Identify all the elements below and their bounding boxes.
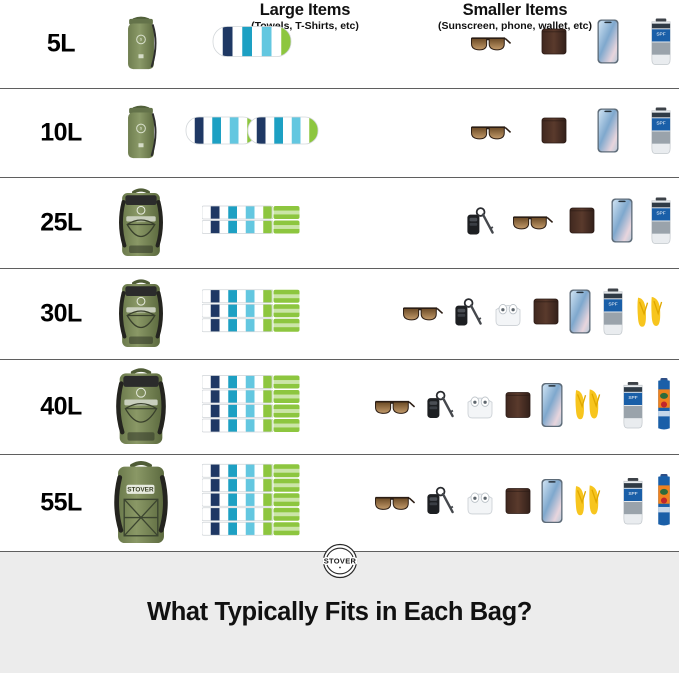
large-items-title: Large Items bbox=[259, 1, 351, 19]
sunscreen-spray-icon bbox=[655, 378, 673, 437]
column-header-large-items: Large Items (Towels, T-Shirts, etc) bbox=[150, 2, 460, 33]
car-keys-icon bbox=[425, 485, 455, 522]
size-row-10l: 10L S SPF bbox=[0, 89, 679, 178]
svg-text:S: S bbox=[140, 38, 143, 42]
bag-image-25l bbox=[104, 186, 178, 261]
wallet-icon bbox=[505, 391, 531, 423]
sunscreen-tube-icon: SPF bbox=[621, 477, 645, 529]
small-items-group-10l: SPF bbox=[469, 107, 673, 159]
size-label: 25L bbox=[40, 208, 82, 237]
flip-flops-icon bbox=[573, 387, 611, 428]
svg-text:SPF: SPF bbox=[656, 31, 665, 37]
earbuds-icon bbox=[465, 391, 495, 424]
bag-image-30l bbox=[104, 277, 178, 352]
svg-text:S: S bbox=[140, 127, 143, 131]
size-row-25l: 25L SPF bbox=[0, 178, 679, 269]
sunglasses-icon bbox=[373, 491, 416, 515]
phone-icon bbox=[541, 478, 563, 528]
svg-text:STOVER: STOVER bbox=[127, 487, 154, 494]
wallet-icon bbox=[541, 117, 567, 149]
size-label: 40L bbox=[40, 392, 82, 421]
stover-logo-text: STOVER bbox=[323, 556, 356, 565]
rolled-towel-icon bbox=[247, 116, 319, 150]
sunscreen-tube-icon: SPF bbox=[649, 107, 673, 159]
wallet-icon bbox=[569, 207, 595, 239]
flip-flops-icon bbox=[635, 294, 673, 335]
car-keys-icon bbox=[465, 205, 495, 242]
size-label: 10L bbox=[40, 118, 82, 147]
small-items-group-40l: SPF bbox=[373, 378, 673, 437]
svg-text:SPF: SPF bbox=[628, 490, 637, 496]
size-label: 5L bbox=[46, 29, 76, 58]
towel-stack-icon bbox=[201, 374, 302, 441]
phone-icon bbox=[611, 198, 633, 248]
svg-text:SPF: SPF bbox=[656, 120, 665, 126]
car-keys-icon bbox=[425, 389, 455, 426]
size-label: 30L bbox=[40, 299, 82, 328]
car-keys-icon bbox=[453, 296, 483, 333]
smaller-items-title: Smaller Items bbox=[462, 1, 568, 19]
phone-icon bbox=[541, 382, 563, 432]
sunglasses-icon bbox=[469, 121, 512, 145]
wallet-icon bbox=[541, 28, 567, 60]
small-items-group-5l: SPF bbox=[469, 18, 673, 70]
svg-text:SPF: SPF bbox=[628, 394, 637, 400]
small-items-group-30l: SPF bbox=[401, 288, 673, 340]
bag-image-10l: S bbox=[104, 105, 178, 162]
towels-group-25l bbox=[178, 204, 326, 242]
bag-image-5l: S bbox=[104, 16, 178, 73]
small-items-group-55l: SPF bbox=[373, 474, 673, 533]
svg-text:SPF: SPF bbox=[608, 301, 617, 307]
size-row-5l: 5L S SPF bbox=[0, 0, 679, 89]
stover-logo: STOVER bbox=[315, 536, 365, 586]
wallet-icon bbox=[533, 298, 559, 330]
earbuds-icon bbox=[493, 298, 523, 331]
towels-group-5l bbox=[178, 26, 326, 63]
rolled-towel-icon bbox=[212, 26, 292, 63]
sunglasses-icon bbox=[373, 395, 416, 419]
towels-group-55l bbox=[178, 462, 326, 544]
svg-text:SPF: SPF bbox=[656, 210, 665, 216]
towels-group-40l bbox=[178, 374, 326, 441]
earbuds-icon bbox=[465, 487, 495, 520]
sunglasses-icon bbox=[511, 211, 554, 235]
small-items-group-25l: SPF bbox=[465, 197, 673, 249]
sunglasses-icon bbox=[469, 32, 512, 56]
size-row-40l: 40L SPF bbox=[0, 360, 679, 455]
sunscreen-tube-icon: SPF bbox=[649, 197, 673, 249]
phone-icon bbox=[597, 19, 619, 69]
bag-image-55l: STOVER bbox=[104, 458, 178, 549]
wallet-icon bbox=[505, 487, 531, 519]
bag-image-40l bbox=[104, 365, 178, 449]
towel-stack-icon bbox=[201, 288, 302, 341]
phone-icon bbox=[597, 108, 619, 158]
size-label: 55L bbox=[40, 488, 82, 517]
towel-stack-icon bbox=[201, 462, 302, 544]
towels-group-10l bbox=[178, 116, 326, 150]
footer-title: What Typically Fits in Each Bag? bbox=[147, 598, 532, 626]
towel-stack-icon bbox=[201, 204, 302, 242]
sunscreen-tube-icon: SPF bbox=[621, 381, 645, 433]
sunglasses-icon bbox=[401, 302, 444, 326]
sunscreen-spray-icon bbox=[655, 474, 673, 533]
flip-flops-icon bbox=[573, 483, 611, 524]
sunscreen-tube-icon: SPF bbox=[649, 18, 673, 70]
size-row-55l: 55L STOVER SPF bbox=[0, 455, 679, 552]
size-row-30l: 30L SPF bbox=[0, 269, 679, 360]
phone-icon bbox=[569, 289, 591, 339]
towels-group-30l bbox=[178, 288, 326, 341]
sunscreen-tube-icon: SPF bbox=[601, 288, 625, 340]
